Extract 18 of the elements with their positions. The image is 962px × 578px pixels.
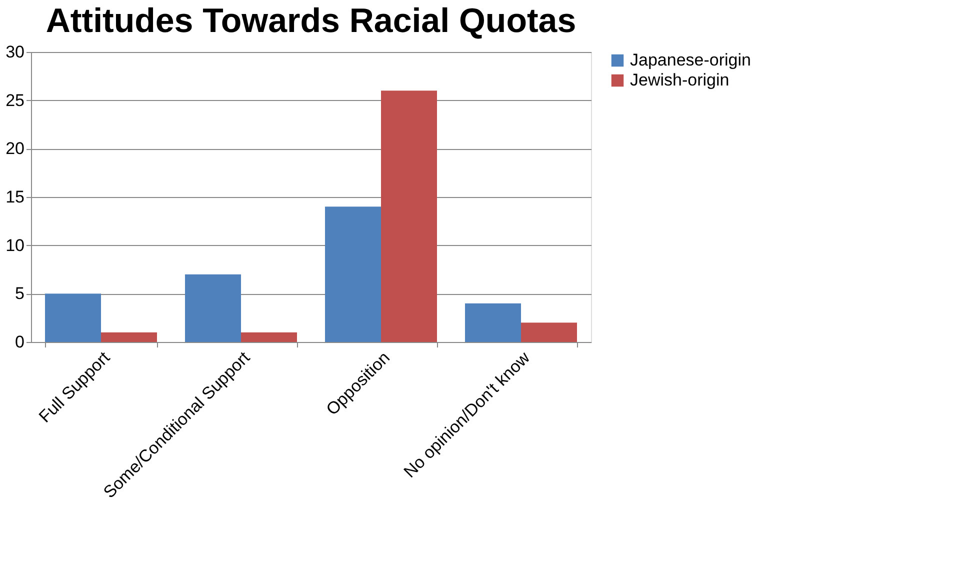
bar	[381, 90, 437, 342]
bar	[521, 322, 577, 342]
y-tick-label: 15	[6, 188, 24, 206]
y-tick-label: 20	[6, 139, 24, 158]
y-tick-label: 0	[15, 332, 24, 352]
legend-label: Jewish-origin	[630, 70, 730, 90]
y-tick-label: 30	[6, 42, 24, 62]
bar	[45, 294, 101, 342]
bar	[465, 303, 521, 342]
y-tick-label: 10	[6, 236, 24, 255]
chart-title: Attitudes Towards Racial Quotas	[46, 2, 576, 40]
bar	[101, 332, 157, 342]
legend-label: Japanese-origin	[630, 50, 751, 70]
bar	[241, 332, 297, 342]
y-tick-label: 25	[6, 90, 24, 110]
bar	[325, 206, 381, 342]
y-tick-label: 5	[15, 284, 24, 304]
bar	[185, 274, 241, 342]
